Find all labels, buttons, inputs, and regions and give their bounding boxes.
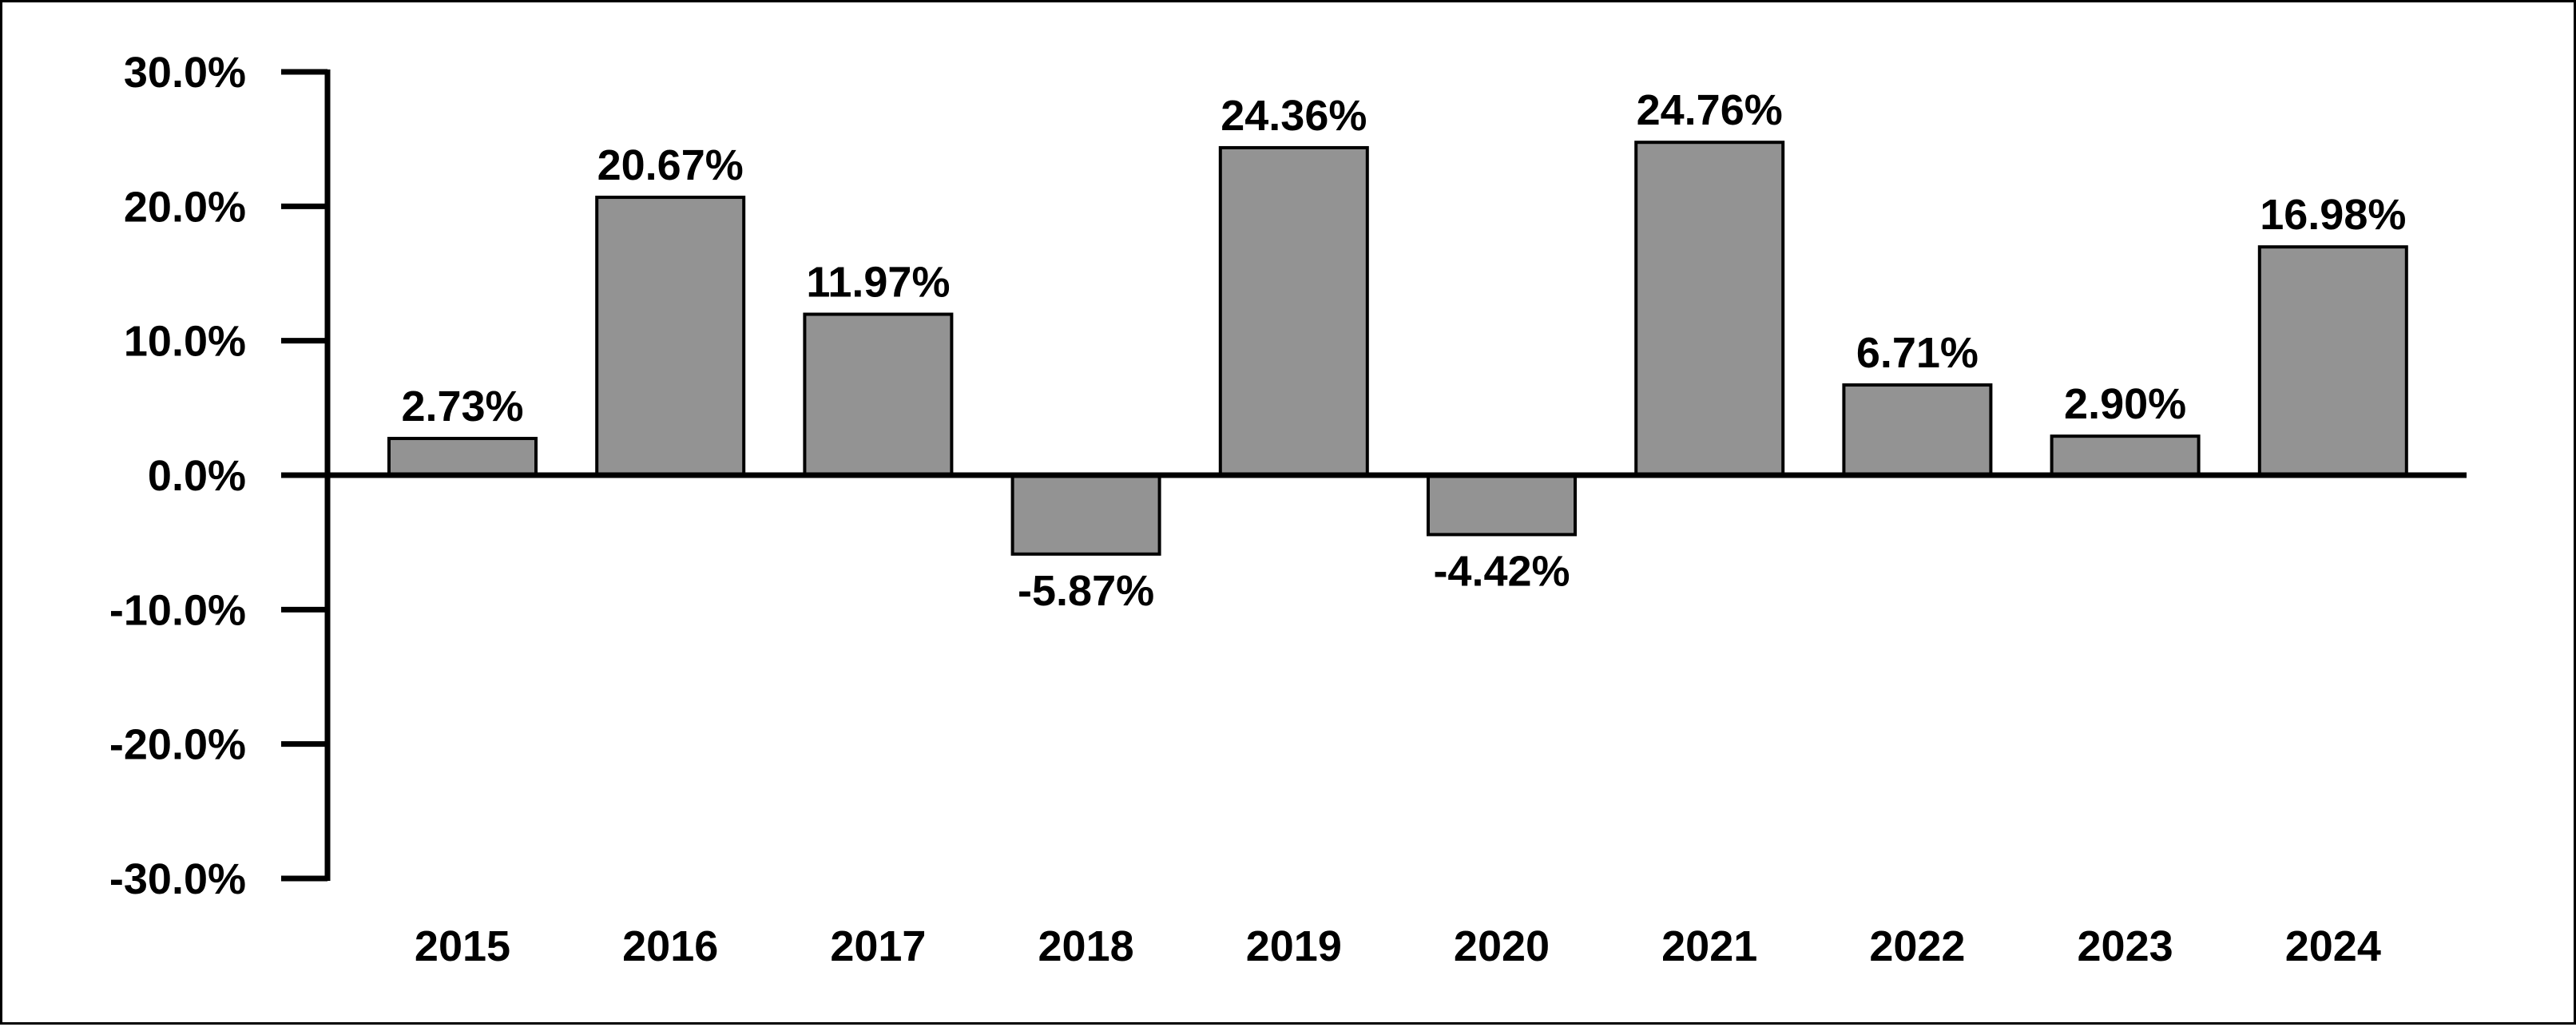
x-tick-label-2015: 2015 [415, 922, 510, 970]
data-label-2022: 6.71% [1856, 329, 1979, 377]
y-tick-label-1: 20.0% [124, 183, 246, 231]
y-tick-label-6: -30.0% [109, 855, 246, 903]
bar-2016 [595, 196, 746, 477]
axis-layer [281, 69, 2467, 882]
bar-2019 [1218, 145, 1369, 477]
y-tick-label-5: -20.0% [109, 721, 246, 769]
data-label-2015: 2.73% [401, 383, 523, 430]
labels-layer: 2.73% 2015 20.67% 2016 11.97% 2017 -5.87% 2018 2… [109, 49, 2406, 970]
bar-2018 [1010, 474, 1161, 556]
x-tick-label-2022: 2022 [1869, 922, 1965, 970]
bar-2017 [803, 312, 954, 477]
bar-2022 [1842, 383, 1993, 478]
x-tick-label-2023: 2023 [2078, 922, 2173, 970]
bar-2023 [2050, 434, 2201, 478]
x-tick-label-2018: 2018 [1038, 922, 1134, 970]
y-tick-label-2: 10.0% [124, 318, 246, 366]
y-tick-label-4: -10.0% [109, 586, 246, 634]
x-tick-label-2020: 2020 [1454, 922, 1550, 970]
y-tick-label-3: 0.0% [148, 452, 246, 500]
bar-2015 [387, 437, 538, 477]
data-label-2019: 24.36% [1221, 92, 1367, 140]
y-tick-label-0: 30.0% [124, 49, 246, 97]
x-tick-label-2024: 2024 [2285, 922, 2381, 970]
data-label-2018: -5.87% [1018, 567, 1154, 615]
data-label-2017: 11.97% [806, 259, 950, 307]
data-label-2024: 16.98% [2260, 191, 2406, 239]
data-label-2023: 2.90% [2064, 380, 2186, 428]
bar-2024 [2257, 245, 2408, 477]
x-tick-label-2016: 2016 [622, 922, 718, 970]
bar-2020 [1427, 474, 1577, 537]
x-tick-label-2017: 2017 [830, 922, 926, 970]
bar-2021 [1634, 141, 1785, 477]
data-label-2021: 24.76% [1637, 86, 1783, 134]
x-tick-label-2019: 2019 [1246, 922, 1342, 970]
bars-layer [387, 141, 2408, 556]
data-label-2016: 20.67% [597, 141, 744, 189]
x-tick-label-2021: 2021 [1661, 922, 1757, 970]
data-label-2020: -4.42% [1433, 547, 1570, 595]
